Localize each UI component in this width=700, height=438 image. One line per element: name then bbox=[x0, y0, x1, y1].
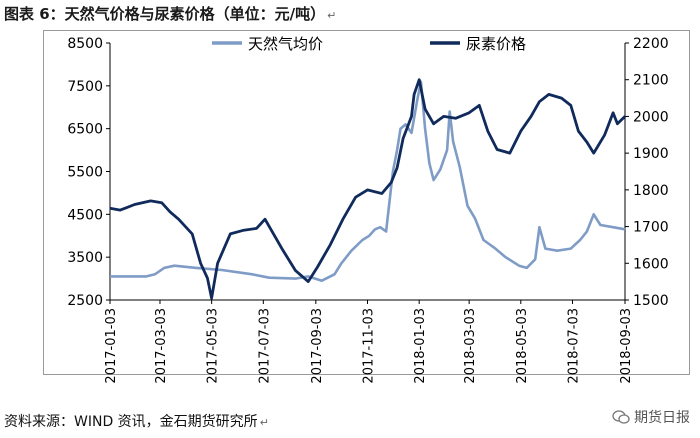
x-tick-label: 2017-07-03 bbox=[257, 308, 272, 384]
y-right-tick-label: 2100 bbox=[633, 73, 669, 89]
y-left-tick-label: 5500 bbox=[67, 165, 103, 181]
y-right-tick-label: 2200 bbox=[633, 36, 669, 52]
y-right-tick-label: 1500 bbox=[633, 293, 669, 309]
x-tick-label: 2018-05-03 bbox=[515, 308, 530, 384]
y-right-tick-label: 2000 bbox=[633, 109, 669, 125]
y-right-tick-label: 1600 bbox=[633, 256, 669, 272]
y-right-tick-label: 1700 bbox=[633, 220, 669, 236]
series-line-urea bbox=[109, 78, 626, 300]
x-tick-label: 2017-11-03 bbox=[362, 308, 377, 384]
legend-label-natgas: 天然气均价 bbox=[248, 35, 323, 53]
x-tick-label: 2018-01-03 bbox=[413, 308, 428, 384]
watermark-text: 期货日报 bbox=[634, 410, 690, 426]
y-right-tick-label: 1800 bbox=[633, 183, 669, 199]
x-tick-label: 2018-03-03 bbox=[463, 308, 478, 384]
series-line-natgas bbox=[110, 80, 626, 282]
chart: 天然气均价 尿素价格 2500 3500 4500 5500 6500 7500 8500 15… bbox=[67, 35, 669, 384]
y-left-tick-label: 8500 bbox=[67, 36, 103, 52]
legend-label-urea: 尿素价格 bbox=[466, 35, 526, 53]
chart-frame bbox=[43, 30, 690, 375]
y-left-tick-label: 6500 bbox=[67, 122, 103, 138]
y-left-tick-label: 4500 bbox=[67, 207, 103, 223]
source-paragraph-mark: ↵ bbox=[259, 416, 269, 429]
x-tick-label: 2017-03-03 bbox=[154, 308, 169, 384]
wechat-icon bbox=[612, 410, 630, 424]
x-tick-label: 2017-05-03 bbox=[206, 308, 221, 384]
watermark: 期货日报 bbox=[612, 407, 690, 427]
y-right-tick-label: 1900 bbox=[633, 146, 669, 162]
x-tick-label: 2017-01-03 bbox=[104, 308, 119, 384]
y-left-tick-label: 7500 bbox=[67, 79, 103, 95]
x-tick-label: 2018-09-03 bbox=[619, 308, 634, 384]
x-tick-label: 2017-09-03 bbox=[310, 308, 325, 384]
x-tick-label: 2018-07-03 bbox=[566, 308, 581, 384]
y-left-tick-label: 2500 bbox=[67, 293, 103, 309]
paragraph-mark: ↵ bbox=[327, 9, 337, 22]
source-note: 资料来源：WIND 资讯，金石期货研究所 ↵ bbox=[4, 414, 269, 430]
y-left-tick-label: 3500 bbox=[67, 250, 103, 266]
figure-title: 图表 6：天然气价格与尿素价格（单位：元/吨） ↵ bbox=[4, 5, 337, 23]
